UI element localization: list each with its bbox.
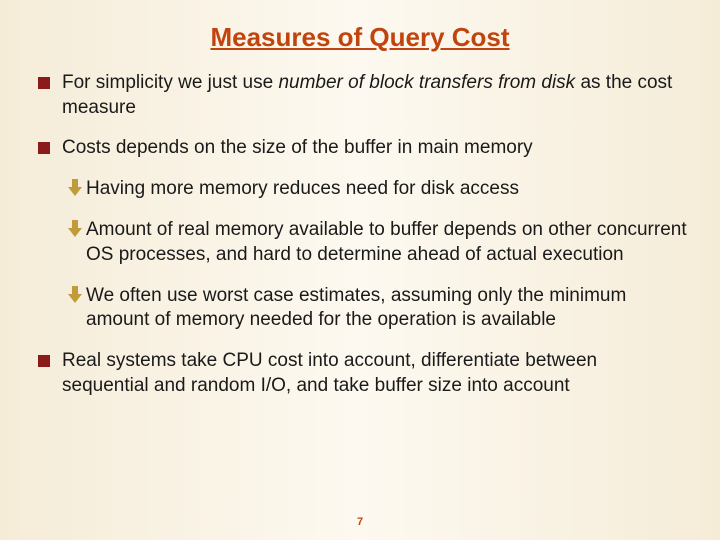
down-arrow-icon [66, 284, 84, 309]
bullet-text: Amount of real memory available to buffe… [86, 218, 688, 267]
bullet-level-2: Amount of real memory available to buffe… [66, 218, 688, 267]
square-bullet-icon [38, 77, 50, 89]
slide-content: For simplicity we just use number of blo… [0, 71, 720, 398]
square-bullet-icon [38, 355, 50, 367]
bullet-level-1: Costs depends on the size of the buffer … [38, 136, 688, 161]
square-bullet-icon [38, 142, 50, 154]
bullet-text: Having more memory reduces need for disk… [86, 177, 519, 202]
bullet-level-1: Real systems take CPU cost into account,… [38, 349, 688, 398]
bullet-level-2: Having more memory reduces need for disk… [66, 177, 688, 202]
page-number: 7 [0, 516, 720, 528]
bullet-level-2: We often use worst case estimates, assum… [66, 284, 688, 333]
bullet-text: We often use worst case estimates, assum… [86, 284, 688, 333]
bullet-text: Costs depends on the size of the buffer … [62, 136, 533, 161]
slide-title: Measures of Query Cost [0, 0, 720, 71]
bullet-text: For simplicity we just use number of blo… [62, 71, 688, 120]
down-arrow-icon [66, 218, 84, 243]
bullet-text: Real systems take CPU cost into account,… [62, 349, 688, 398]
bullet-level-1: For simplicity we just use number of blo… [38, 71, 688, 120]
down-arrow-icon [66, 177, 84, 202]
